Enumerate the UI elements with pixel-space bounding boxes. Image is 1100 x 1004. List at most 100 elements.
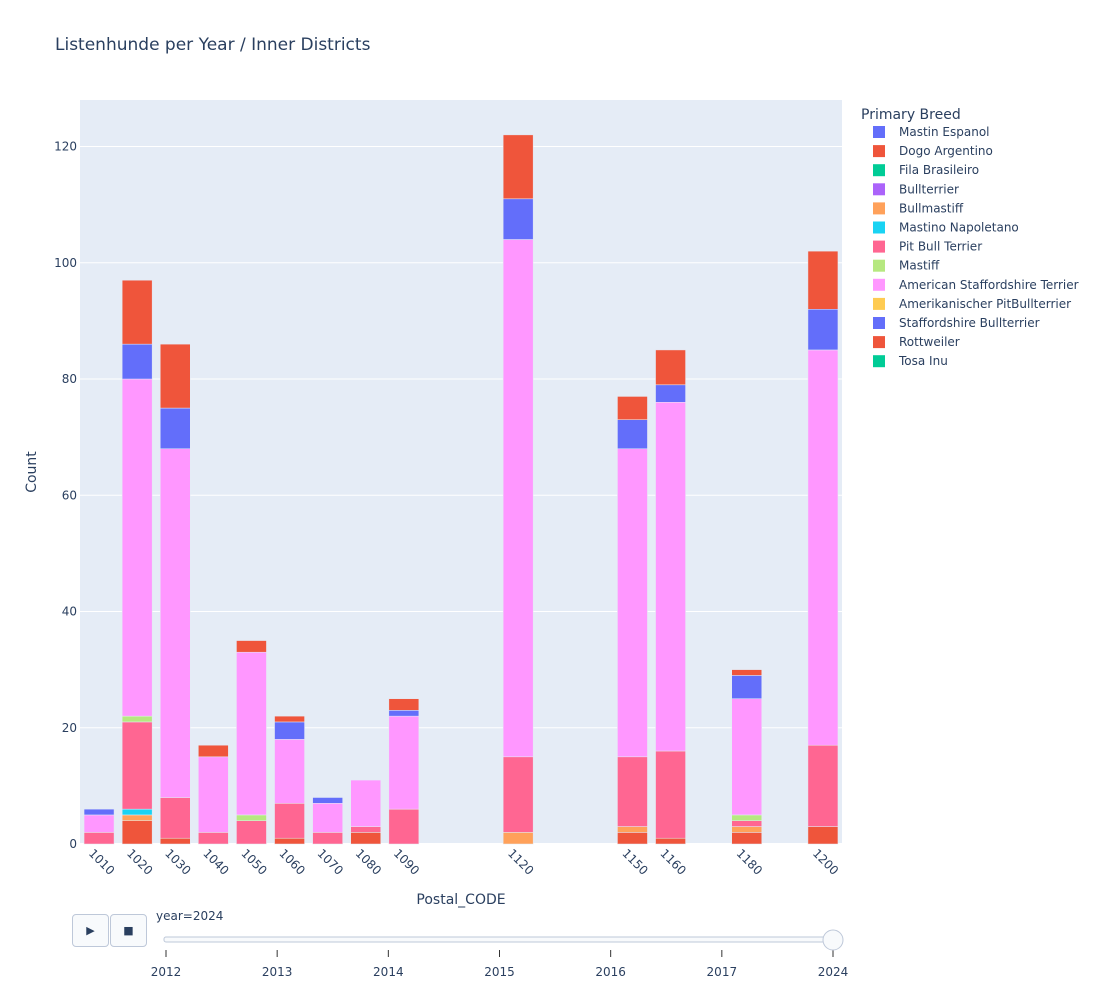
legend-label: Pit Bull Terrier <box>899 240 982 254</box>
legend-swatch <box>873 145 885 158</box>
legend-item[interactable]: Mastino Napoletano <box>873 221 1019 235</box>
bar-segment <box>236 814 267 821</box>
bar-segment <box>236 640 267 653</box>
slider-ticks: 2012 2013 2014 2015 2016 2017 2024 <box>151 950 849 979</box>
slider-rail[interactable] <box>163 936 836 943</box>
x-tick-label: 1120 <box>505 846 536 877</box>
x-tick-label: 1090 <box>391 846 422 877</box>
bar-segment <box>121 820 153 845</box>
legend-label: Mastiff <box>899 259 940 273</box>
legend-item[interactable]: Bullterrier <box>873 182 959 196</box>
bars <box>83 134 839 845</box>
legend-item[interactable]: American Staffordshire Terrier <box>873 278 1079 292</box>
legend-label: Amerikanischer PitBullterrier <box>899 297 1071 311</box>
play-icon: ▶ <box>86 924 95 937</box>
legend-label: American Staffordshire Terrier <box>899 278 1079 292</box>
bar-segment <box>121 808 153 816</box>
x-tick-label: 1180 <box>734 846 765 877</box>
legend-swatch <box>873 355 885 368</box>
stop-icon: ■ <box>123 924 134 937</box>
bar-segment <box>312 832 343 845</box>
slider-step-label[interactable]: 2012 <box>151 965 182 979</box>
legend-swatch <box>873 126 885 138</box>
legend-item[interactable]: Staffordshire Bullterrier <box>873 316 1040 330</box>
legend-item[interactable]: Amerikanischer PitBullterrier <box>873 297 1071 311</box>
bar-segment <box>617 832 648 845</box>
bar-segment <box>388 710 420 717</box>
bar-segment <box>502 134 534 200</box>
bar-segment <box>617 826 648 833</box>
bar-segment <box>312 803 343 833</box>
bar-segment <box>160 343 191 409</box>
y-tick-label: 120 <box>54 140 77 154</box>
bar-segment <box>655 837 686 845</box>
legend-swatch <box>873 202 885 215</box>
bar-segment <box>807 309 839 351</box>
x-tick-label: 1020 <box>124 846 155 877</box>
bar-segment <box>502 756 534 833</box>
legend-item[interactable]: Tosa Inu <box>873 354 948 368</box>
legend-item[interactable]: Pit Bull Terrier <box>873 240 982 254</box>
bar-segment <box>160 448 191 798</box>
legend-label: Bullterrier <box>899 182 959 196</box>
bar-segment <box>502 239 534 758</box>
legend-swatch <box>873 297 885 310</box>
x-tick-label: 1030 <box>162 846 193 877</box>
x-tick-label: 1150 <box>619 846 650 877</box>
play-button[interactable]: ▶ <box>72 914 109 947</box>
y-tick-label: 60 <box>62 488 77 502</box>
bar-segment <box>731 814 762 821</box>
legend-label: Mastin Espanol <box>899 125 990 139</box>
legend-item[interactable]: Fila Brasileiro <box>873 163 979 177</box>
bar-segment <box>83 832 115 845</box>
bar-segment <box>121 279 153 345</box>
slider-step-label[interactable]: 2016 <box>595 965 626 979</box>
slider-step-label[interactable]: 2015 <box>484 965 515 979</box>
y-tick-label: 0 <box>69 837 77 851</box>
y-axis-title: Count <box>24 451 40 493</box>
bar-segment <box>198 744 229 758</box>
bar-segment <box>655 349 686 386</box>
slider-handle[interactable] <box>822 929 844 951</box>
bar-segment <box>388 808 420 845</box>
bar-segment <box>655 750 686 839</box>
x-tick-label: 1070 <box>315 846 346 877</box>
bar-segment <box>655 402 686 752</box>
x-tick-label: 1080 <box>353 846 384 877</box>
x-tick-label: 1060 <box>276 846 307 877</box>
slider-step-label[interactable]: 2017 <box>707 965 738 979</box>
legend-title: Primary Breed <box>861 107 961 123</box>
slider-step-label[interactable]: 2013 <box>262 965 293 979</box>
legend-swatch <box>873 278 885 291</box>
chart-title: Listenhunde per Year / Inner Districts <box>55 35 371 55</box>
bar-segment <box>121 343 153 380</box>
bar-segment <box>350 832 381 845</box>
year-slider[interactable]: year=2024 2012 2013 2014 2015 2016 2017 2024 <box>151 909 849 979</box>
bar-segment <box>731 698 762 816</box>
bar-segment <box>160 797 191 839</box>
legend-item[interactable]: Bullmastiff <box>873 201 964 215</box>
bar-segment <box>731 820 762 827</box>
bar-segment <box>807 250 839 310</box>
slider-step-label[interactable]: 2014 <box>373 965 404 979</box>
bar-segment <box>388 715 420 810</box>
plot-background <box>80 100 842 844</box>
bar-segment <box>198 832 229 845</box>
legend-item[interactable]: Dogo Argentino <box>873 144 993 158</box>
legend-swatch <box>873 164 885 177</box>
legend-label: Staffordshire Bullterrier <box>899 316 1040 330</box>
bar-segment <box>121 721 153 810</box>
legend-item[interactable]: Rottweiler <box>873 335 960 349</box>
bar-segment <box>731 675 762 699</box>
legend-item[interactable]: Mastiff <box>873 259 940 273</box>
y-tick-label: 40 <box>62 605 77 619</box>
stop-button[interactable]: ■ <box>110 914 147 947</box>
bar-segment <box>198 756 229 833</box>
legend-swatch <box>873 240 885 253</box>
bar-segment <box>731 832 762 845</box>
bar-segment <box>655 384 686 403</box>
legend-label: Dogo Argentino <box>899 144 993 158</box>
legend-item[interactable]: Mastin Espanol <box>873 125 990 139</box>
slider-step-label[interactable]: 2024 <box>818 965 849 979</box>
x-tick-labels: 1010 1020 1030 1040 1050 1060 1070 1080 1090 1120… <box>86 846 841 877</box>
